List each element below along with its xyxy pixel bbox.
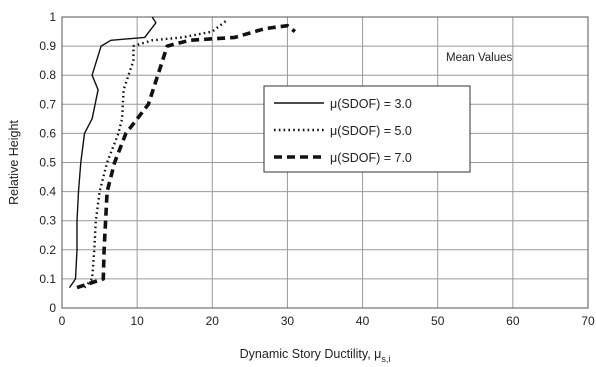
x-tick-label: 60 [506,314,520,328]
x-tick-labels: 0 10 20 30 40 50 60 70 [59,314,595,328]
y-tick-labels: 0 0.1 0.2 0.3 0.4 0.5 0.6 0.7 0.8 0.9 1 [39,10,56,315]
series-lines [68,16,297,290]
x-tick-label: 40 [356,314,370,328]
x-tick-label: 20 [206,314,220,328]
x-tick-label: 70 [581,314,595,328]
y-tick-label: 0 [49,301,56,315]
y-tick-label: 0.5 [39,156,56,170]
legend: μ(SDOF) = 3.0 μ(SDOF) = 5.0 μ(SDOF) = 7.0 [263,85,471,173]
y-axis-label: Relative Height [7,120,21,205]
y-tick-label: 1 [49,10,56,24]
y-tick-label: 0.4 [39,185,56,199]
x-axis-label: Dynamic Story Ductility, μs,i [240,347,391,364]
chart-annotation: Mean Values [446,52,513,64]
plot-frame [61,16,589,309]
y-tick-label: 0.6 [39,126,56,140]
y-tick-label: 0.7 [39,97,56,111]
x-axis-label-subscript: s,i [381,354,390,364]
y-tick-label: 0.1 [39,272,56,286]
series-line-dashed [76,23,297,290]
legend-label: μ(SDOF) = 5.0 [330,124,412,138]
x-tick-label: 50 [431,314,445,328]
x-axis-label-main: Dynamic Story Ductility, μ [240,347,382,361]
y-tick-label: 0.9 [39,39,56,53]
legend-label: μ(SDOF) = 7.0 [330,151,412,165]
legend-label: μ(SDOF) = 3.0 [330,97,412,111]
x-tick-label: 30 [281,314,295,328]
y-tick-label: 0.2 [39,243,56,257]
series-line-solid [68,16,157,288]
y-tick-label: 0.3 [39,214,56,228]
x-tick-label: 0 [59,314,66,328]
y-tick-label: 0.8 [39,68,56,82]
x-tick-label: 10 [130,314,144,328]
